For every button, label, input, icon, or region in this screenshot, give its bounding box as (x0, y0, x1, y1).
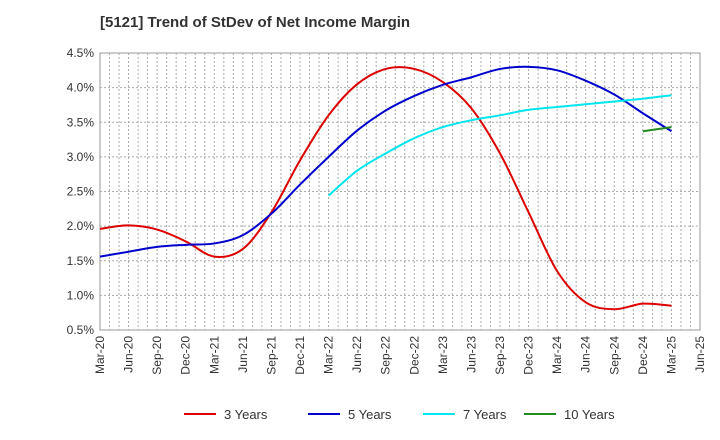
x-tick-label: Mar-20 (93, 336, 107, 374)
legend-label-7-years: 7 Years (463, 407, 507, 422)
y-tick-label: 4.0% (67, 81, 95, 95)
x-tick-label: Jun-21 (236, 336, 250, 373)
chart-title: [5121] Trend of StDev of Net Income Marg… (100, 14, 411, 31)
y-tick-label: 2.5% (67, 185, 95, 199)
series-line-10-years (642, 126, 672, 133)
x-tick-label: Jun-25 (693, 336, 707, 373)
x-tick-label: Dec-23 (522, 336, 536, 375)
axis-layer: 4.5%4.0%3.5%3.0%2.5%2.0%1.5%1.0%0.5%Mar-… (67, 46, 707, 375)
x-tick-label: Jun-24 (579, 336, 593, 373)
legend: 3 Years 5 Years 7 Years 10 Years (184, 407, 615, 422)
x-tick-label: Mar-21 (207, 336, 221, 374)
series-line-5-years (99, 65, 672, 258)
grid-layer (100, 53, 700, 330)
y-tick-label: 1.5% (67, 254, 95, 268)
y-tick-label: 3.0% (67, 150, 95, 164)
x-tick-label: Mar-23 (436, 336, 450, 374)
series-line-3-years (99, 66, 672, 311)
x-tick-label: Sep-21 (264, 336, 278, 375)
legend-label-10-years: 10 Years (564, 407, 615, 422)
y-tick-label: 0.5% (67, 323, 95, 337)
series-layer (99, 65, 672, 311)
x-tick-label: Sep-24 (607, 336, 621, 375)
x-tick-label: Mar-22 (322, 336, 336, 374)
y-tick-label: 1.0% (67, 288, 95, 302)
series-line-7-years (327, 94, 672, 197)
x-tick-label: Mar-24 (550, 336, 564, 374)
x-tick-label: Dec-24 (636, 336, 650, 375)
legend-label-3-years: 3 Years (224, 407, 268, 422)
x-tick-label: Dec-21 (293, 336, 307, 375)
y-tick-label: 4.5% (67, 46, 95, 60)
x-tick-label: Jun-20 (122, 336, 136, 373)
x-tick-label: Dec-22 (407, 336, 421, 375)
x-tick-label: Jun-22 (350, 336, 364, 373)
x-tick-label: Sep-20 (150, 336, 164, 375)
x-tick-label: Dec-20 (179, 336, 193, 375)
x-tick-label: Sep-22 (379, 336, 393, 375)
y-tick-label: 3.5% (67, 115, 95, 129)
x-tick-label: Sep-23 (493, 336, 507, 375)
legend-label-5-years: 5 Years (348, 407, 392, 422)
x-tick-label: Mar-25 (664, 336, 678, 374)
x-tick-label: Jun-23 (464, 336, 478, 373)
y-tick-label: 2.0% (67, 219, 95, 233)
